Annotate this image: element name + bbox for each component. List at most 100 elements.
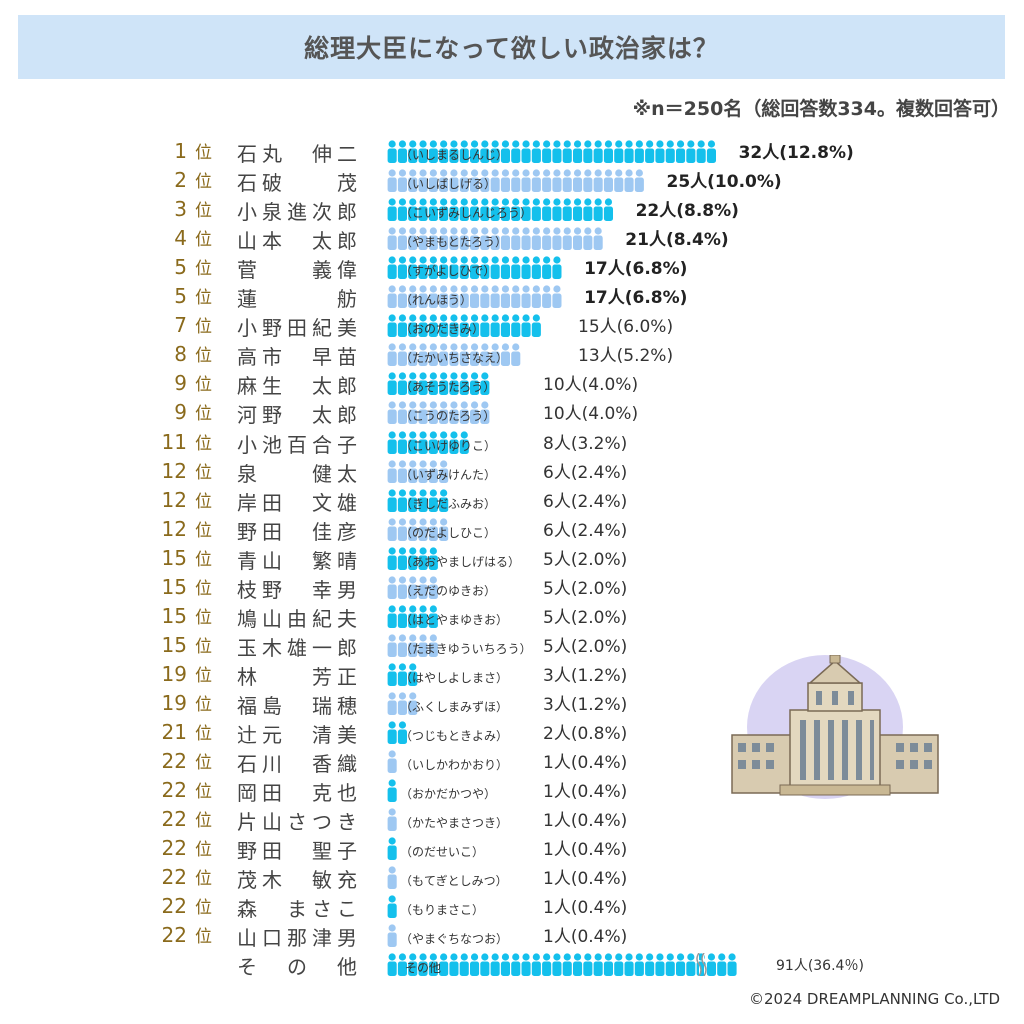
data-label: 5人(2.0%) [543,607,628,628]
chart-row: 1 位 石丸 伸二 （いしまるしんじ） 32人(12.8%) [0,136,1024,166]
person-icon [397,140,407,163]
person-icon [500,256,510,280]
person-icon [418,314,428,338]
person-icon [470,343,480,367]
person-icon [562,227,572,251]
data-label: 6人(2.4%) [543,520,628,541]
politician-name: 片山さつき [237,810,357,835]
person-icon [696,140,706,163]
bar [387,518,449,541]
politician-name: 小野田紀美 [237,316,357,341]
chart-row: 15 位 青山 繁晴 （あおやましげはる） 5人(2.0%) [0,543,1024,573]
politician-name: 菅 義偉 [237,258,357,283]
person-icon [408,285,418,309]
person-icon [552,256,562,280]
chart-row: 12 位 泉 健太 （いずみけんた） 6人(2.4%) [0,456,1024,486]
person-icon [428,459,438,483]
person-icon [521,953,531,977]
rank-number: 22 [161,865,187,890]
person-icon [397,605,407,628]
rank-suffix: 位 [195,869,212,890]
rank-label: 22 位 [150,777,212,802]
name-reading: （のだよしひこ） [400,525,497,540]
person-icon [428,488,438,512]
rank-number: 4 [174,226,187,251]
person-icon [387,866,397,890]
politician-name: 茂木 敏充 [237,868,357,893]
person-icon [552,140,562,163]
person-icon [583,198,593,222]
chart-row: 9 位河野 太郎 （こうのたろう） 10人(4.0%) [0,397,1024,428]
rank-label: 22 位 [150,806,212,831]
rank-suffix: 位 [195,694,212,715]
chart-row: 21 位 辻元 清美 （つじもときよみ） 2人(0.8%) [0,717,1024,747]
name-reading: （のだせいこ） [400,845,485,860]
name-reading: （はやしよしまさ） [400,670,509,685]
person-icon [593,953,603,977]
politician-name: 山本 太郎 [237,229,357,254]
data-label: 17人(6.8%) [584,288,688,309]
rank-number: 7 [174,313,187,338]
person-icon [439,953,449,977]
person-icon [603,198,613,222]
person-icon [387,169,397,193]
chart-row: 19 位 林 芳正 （はやしよしまさ） 3人(1.2%) [0,659,1024,689]
person-icon [500,343,510,367]
person-icon [500,169,510,193]
person-icon [480,372,490,396]
rank-label: 15 位 [150,545,212,570]
data-label: 10人(4.0%) [543,375,639,396]
person-icon [418,401,428,425]
person-icon [470,285,480,309]
person-icon [500,227,510,251]
person-icon [387,430,397,454]
data-label: 5人(2.0%) [543,549,628,570]
bar-wrapper [387,952,745,977]
rank-suffix: 位 [195,143,212,163]
person-icon [387,488,397,512]
chart-row: 19 位 福島 瑞穂 （ふくしまみずほ） 3人(1.2%) [0,688,1024,718]
name-reading: （たまきゆういちろう） [400,641,532,656]
person-icon [511,256,521,280]
person-icon [408,605,418,628]
rank-suffix: 位 [195,782,212,803]
person-icon [511,953,521,977]
bar-wrapper [387,227,603,251]
person-icon [387,343,397,367]
person-icon [480,140,490,163]
person-icon [418,343,428,367]
person-icon [470,140,480,163]
person-icon [428,285,438,309]
person-icon [449,227,459,251]
rank-number: 9 [174,371,187,396]
name-reading: （れんほう） [400,293,473,308]
bar [387,808,397,832]
rank-number: 19 [161,661,187,686]
person-icon [408,459,418,483]
person-icon [418,372,428,396]
person-icon [397,634,407,657]
rank-suffix: 位 [195,462,212,483]
person-icon [428,227,438,251]
rank-suffix: 位 [195,288,212,309]
person-icon [645,140,655,163]
data-label: 25人(10.0%) [666,172,782,193]
politician-name: 河野 太郎 [237,403,357,428]
person-icon [428,605,438,628]
person-icon [655,140,665,163]
person-icon [387,314,397,338]
chart-row: 22 位 森 まさこ （もりまさこ） 1人(0.4%) [0,891,1024,921]
politician-name: その他 [237,955,357,980]
rank-number: 5 [174,255,187,280]
bar [387,721,407,744]
person-icon [408,634,418,657]
bar [387,837,397,861]
person-icon [521,256,531,280]
person-icon [562,198,572,222]
person-icon [521,198,531,222]
bar [387,285,562,309]
data-label: 1人(0.4%) [543,753,628,774]
